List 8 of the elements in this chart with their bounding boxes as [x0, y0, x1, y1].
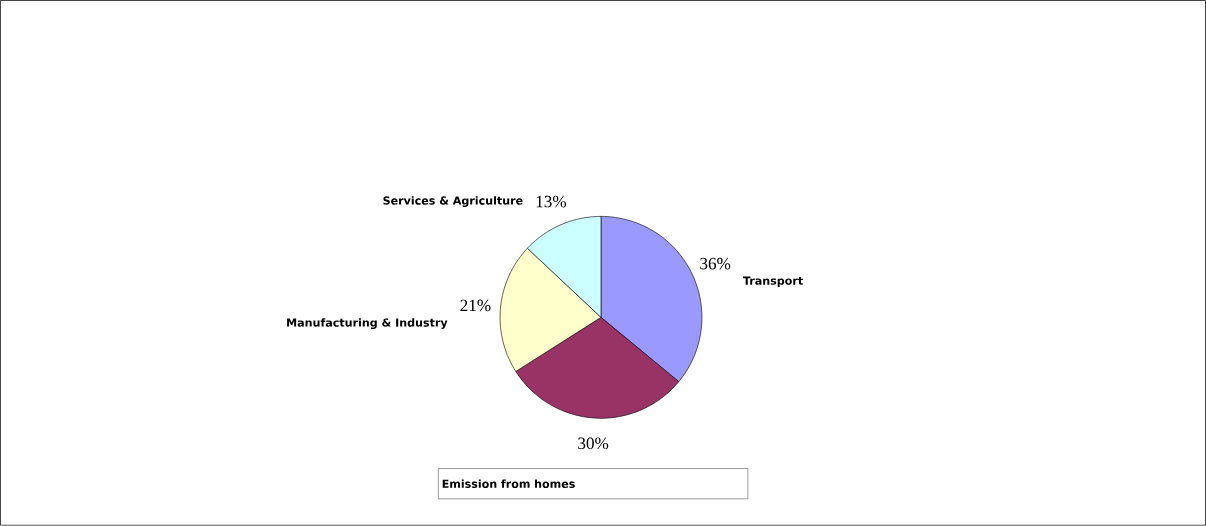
slice-label: Emission from homes	[442, 479, 575, 489]
data-label: 21%	[460, 299, 491, 312]
slice-label: Transport	[742, 276, 803, 288]
data-label: 30%	[578, 437, 609, 450]
slice-label: Services & Agriculture	[383, 196, 523, 208]
data-label: 13%	[536, 195, 567, 208]
slice-label: Manufacturing & Industry	[287, 318, 448, 330]
data-label: 36%	[700, 257, 731, 270]
